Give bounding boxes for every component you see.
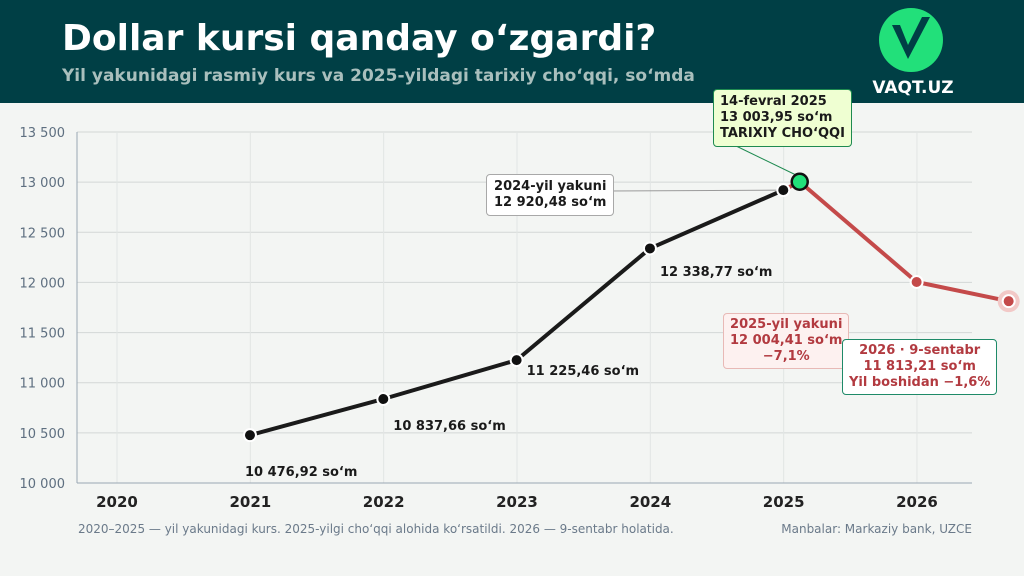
y-tick-label: 13 000	[20, 176, 66, 191]
x-tick-label: 2025	[763, 493, 805, 511]
annotation-2026-line3: Yil boshidan −1,6%	[849, 375, 991, 390]
footer-note: 2020–2025 — yil yakunidagi kurs. 2025-yi…	[78, 522, 674, 536]
annotation-2024: 2024-yil yakuni 12 920,48 so‘m	[486, 174, 615, 216]
x-tick-label: 2020	[96, 493, 138, 511]
x-tick-label: 2026	[896, 493, 938, 511]
label-2023: 12 338,77 so‘m	[659, 265, 773, 281]
annotation-2026-line1: 2026 · 9-sentabr	[859, 343, 981, 358]
label-2020: 10 476,92 so‘m	[244, 465, 358, 481]
page-title: Dollar kursi qanday o‘zgardi?	[62, 18, 657, 59]
annotation-2025-line1: 2025-yil yakuni	[730, 317, 843, 332]
data-point-2024	[776, 183, 791, 198]
y-tick-label: 11 000	[20, 377, 66, 392]
annotation-2026: 2026 · 9-sentabr 11 813,21 so‘m Yil bosh…	[842, 339, 998, 395]
data-point-2025	[909, 274, 924, 289]
x-tick-label: 2021	[229, 493, 271, 511]
line-chart: 10 000 10 500 11 000 11 500 12 000 12 500 13 0…	[20, 126, 1020, 511]
annotation-peak-line2: 13 003,95 so‘m	[720, 110, 833, 125]
annotation-2025-line2: 12 004,41 so‘m	[730, 333, 843, 348]
annotation-2025: 2025-yil yakuni 12 004,41 so‘m −7,1%	[723, 313, 850, 369]
annotation-peak-line3: TARIXIY CHO‘QQI	[720, 126, 845, 141]
data-point-2026	[1001, 294, 1016, 309]
x-tick-label: 2022	[363, 493, 405, 511]
annotation-2026-line2: 11 813,21 so‘m	[863, 359, 976, 374]
y-tick-label: 10 000	[20, 477, 66, 492]
vaqt-logo-icon[interactable]	[878, 7, 944, 73]
chart-points	[242, 172, 1020, 443]
data-point-2021	[376, 391, 391, 406]
page-subtitle: Yil yakunidagi rasmiy kurs va 2025-yilda…	[62, 66, 695, 86]
data-point-2022	[509, 353, 524, 368]
data-point-2023	[642, 241, 657, 256]
x-tick-label: 2023	[496, 493, 538, 511]
data-point-peak	[790, 172, 809, 191]
y-tick-label: 12 000	[20, 276, 66, 291]
data-point-2020	[242, 428, 257, 443]
annotation-2025-line3: −7,1%	[762, 349, 810, 364]
annotation-peak-leader	[731, 143, 804, 180]
annotation-peak-line1: 14-fevral 2025	[720, 94, 827, 109]
logo-text: VAQT.UZ	[872, 78, 954, 98]
y-tick-label: 13 500	[20, 126, 66, 141]
chart-axes: 10 000 10 500 11 000 11 500 12 000 12 500 13 0…	[20, 126, 972, 511]
annotation-2024-line1: 2024-yil yakuni	[494, 179, 607, 194]
annotation-2024-line2: 12 920,48 so‘m	[494, 195, 607, 210]
header: Dollar kursi qanday o‘zgardi? Yil yakuni…	[0, 0, 1024, 103]
label-2021: 10 837,66 so‘m	[393, 418, 506, 434]
label-2022: 11 225,46 so‘m	[526, 364, 640, 380]
annotation-peak: 14-fevral 2025 13 003,95 so‘m TARIXIY CH…	[713, 89, 852, 147]
y-tick-label: 12 500	[20, 226, 66, 241]
x-tick-label: 2024	[629, 493, 671, 511]
annotation-2024-leader	[607, 189, 780, 192]
y-tick-label: 10 500	[20, 427, 66, 442]
y-tick-label: 11 500	[20, 327, 66, 342]
footer-source: Manbalar: Markaziy bank, UZCE	[781, 522, 972, 536]
